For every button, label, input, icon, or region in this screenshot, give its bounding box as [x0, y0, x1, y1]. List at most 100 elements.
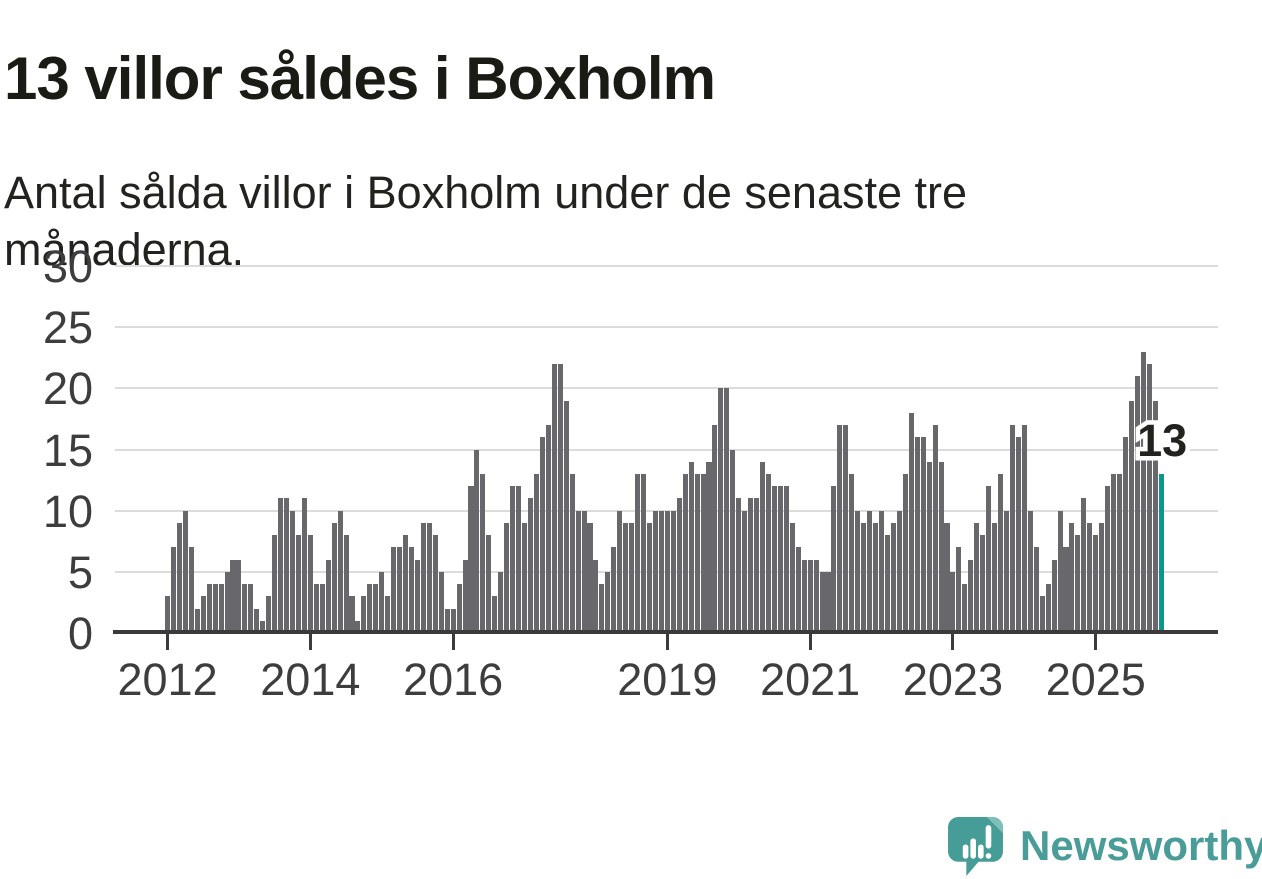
bar [379, 571, 385, 633]
x-axis-tick-2012 [166, 634, 170, 650]
bar [319, 584, 325, 633]
bar [438, 571, 444, 633]
bar [920, 437, 926, 633]
bar [611, 547, 617, 633]
bar [718, 388, 724, 633]
bar [807, 559, 813, 633]
bar [194, 608, 200, 633]
bar [1069, 522, 1075, 633]
bar [884, 535, 891, 633]
y-axis-label-15: 15 [42, 424, 93, 476]
bar [426, 522, 432, 633]
bar [629, 522, 635, 633]
bar [1152, 400, 1158, 633]
bar [1099, 522, 1105, 633]
x-axis-label-2023: 2023 [902, 654, 1003, 705]
bar [236, 559, 242, 633]
bar [343, 535, 349, 633]
bar [182, 510, 188, 633]
bar [861, 522, 867, 633]
bar [1093, 535, 1099, 633]
bar [843, 425, 849, 633]
bar [1117, 474, 1123, 633]
x-axis-tick-2014 [308, 634, 312, 650]
gridline-y-20 [115, 387, 1218, 390]
y-axis-label-5: 5 [67, 546, 93, 598]
bar [545, 425, 551, 633]
bar [551, 363, 557, 633]
bar [694, 474, 700, 633]
bar [724, 388, 730, 633]
bar [664, 510, 670, 633]
bar [641, 474, 647, 633]
y-axis-label-0: 0 [67, 608, 93, 659]
bar [1087, 522, 1093, 633]
bar [1105, 486, 1111, 633]
page-subtitle: Antal sålda villor i Boxholm under de se… [4, 167, 968, 275]
bar [652, 510, 658, 633]
bar [295, 535, 301, 633]
newsworthy-wordmark: Newsworthy [1020, 822, 1262, 869]
bar [658, 510, 664, 633]
bar [765, 474, 772, 633]
x-axis-label-2014: 2014 [260, 654, 361, 705]
bar [414, 559, 420, 633]
bar [492, 596, 498, 633]
bar [587, 522, 593, 633]
bar [165, 596, 171, 633]
bar [242, 584, 248, 633]
bar [1081, 498, 1087, 633]
y-axis-label-25: 25 [42, 302, 93, 354]
bar [855, 510, 861, 633]
bar [1009, 425, 1015, 633]
bar [266, 596, 272, 633]
bar [754, 498, 760, 633]
bar [771, 486, 777, 633]
bar [1027, 510, 1033, 633]
bar [480, 474, 486, 633]
bar [367, 584, 373, 633]
bar [789, 522, 795, 633]
x-axis-tick-2021 [808, 634, 812, 650]
bar [468, 486, 474, 633]
bar [206, 584, 212, 633]
bar [1051, 559, 1057, 633]
bar [176, 522, 182, 633]
x-axis-label-2012: 2012 [117, 654, 218, 705]
bar [278, 498, 284, 633]
bar [849, 474, 855, 633]
bar [527, 498, 534, 633]
bar [230, 559, 236, 633]
highlight-value-halo: 13 [1133, 411, 1192, 471]
bar [498, 571, 504, 633]
bar [736, 498, 742, 633]
bar [1075, 535, 1081, 633]
x-axis-line [113, 630, 1218, 634]
bar [1003, 510, 1010, 633]
bar [795, 547, 801, 633]
bar [260, 620, 266, 633]
gridline-y-25 [115, 326, 1218, 329]
bar [385, 596, 391, 633]
newsworthy-logo: Newsworthy [948, 816, 1262, 876]
bar [825, 571, 831, 633]
bar [289, 510, 296, 633]
bar [361, 596, 367, 633]
bar [557, 363, 563, 633]
bar [706, 461, 712, 633]
bar [581, 510, 587, 633]
bar [331, 522, 337, 633]
bar [617, 510, 623, 633]
y-axis-label-20: 20 [42, 363, 93, 415]
bar [1021, 425, 1027, 633]
x-axis-tick-2019 [665, 634, 669, 650]
bar [522, 522, 528, 633]
bar [748, 498, 754, 633]
gridline-y-15 [115, 448, 1218, 451]
y-axis-label-10: 10 [42, 485, 93, 537]
bar [777, 486, 783, 633]
bar [355, 620, 361, 633]
bar [926, 461, 932, 633]
y-axis-label-30: 30 [42, 241, 93, 293]
